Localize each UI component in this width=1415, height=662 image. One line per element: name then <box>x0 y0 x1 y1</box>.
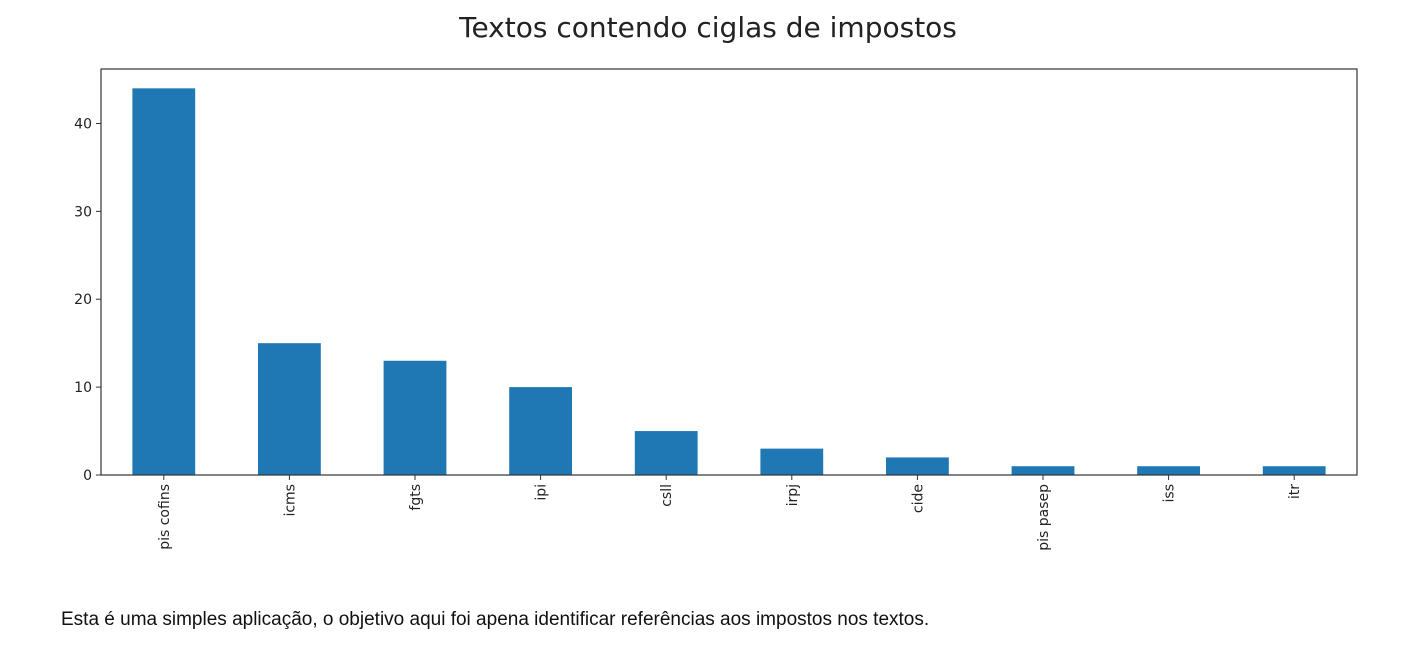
x-tick-label-irpj: irpj <box>785 484 801 506</box>
x-tick-label-ipi: ipi <box>534 484 550 501</box>
bar-ipi <box>509 387 572 475</box>
bar-chart: Textos contendo ciglas de impostos 0 10 20… <box>74 11 1358 551</box>
x-tick-label-icms: icms <box>282 484 298 517</box>
x-tick-label-fgts: fgts <box>408 484 424 511</box>
x-tick-label-cide: cide <box>910 484 926 513</box>
y-axis: 0 10 20 30 40 <box>74 116 101 484</box>
plot-frame <box>100 68 1358 476</box>
y-tick-label-40: 40 <box>74 116 92 132</box>
bar-pis-cofins <box>132 88 196 475</box>
bar-csll <box>634 431 698 475</box>
chart-title: Textos contendo ciglas de impostos <box>458 11 957 44</box>
x-axis: pis cofins icms fgts ipi csll irpj cide pis pas… <box>157 475 1303 551</box>
bar-fgts <box>383 360 447 475</box>
x-tick-label-csll: csll <box>659 484 675 507</box>
bar-iss <box>1137 466 1200 475</box>
y-tick-label-0: 0 <box>83 468 92 484</box>
x-tick-label-pis-cofins: pis cofins <box>157 484 173 550</box>
bar-itr <box>1262 466 1326 475</box>
x-tick-label-pis-pasep: pis pasep <box>1036 484 1052 551</box>
x-tick-label-itr: itr <box>1287 484 1303 499</box>
y-tick-label-20: 20 <box>74 292 92 308</box>
caption-text: Esta é uma simples aplicação, o objetivo… <box>61 609 930 630</box>
bar-irpj <box>760 448 824 475</box>
x-tick-label-iss: iss <box>1162 484 1178 502</box>
y-tick-label-10: 10 <box>74 380 92 396</box>
y-tick-label-30: 30 <box>74 204 92 220</box>
bar-icms <box>258 343 321 475</box>
bars-group <box>132 88 1326 475</box>
bar-pis-pasep <box>1011 466 1075 475</box>
bar-cide <box>886 457 949 475</box>
